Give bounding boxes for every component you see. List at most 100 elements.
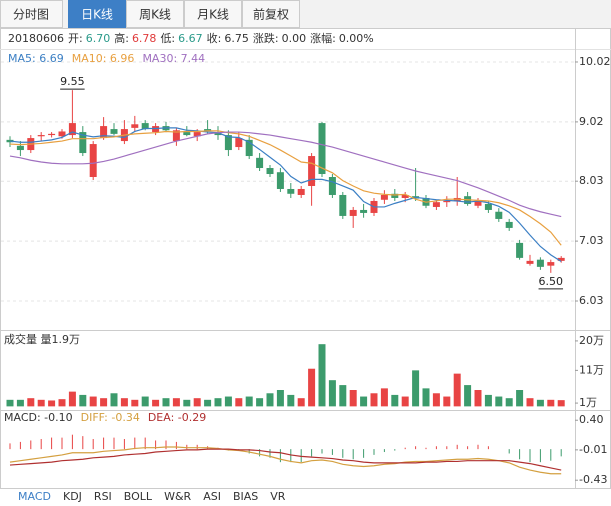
indicator-tab[interactable]: RSI [94, 490, 112, 503]
volume-bar [328, 380, 336, 407]
tab-label[interactable]: 前复权 [253, 7, 289, 22]
tab[interactable] [126, 0, 184, 28]
candle-body [68, 123, 76, 136]
volume-bar [183, 399, 191, 407]
label: 6.67 [178, 32, 203, 45]
label: 高: [114, 31, 129, 45]
volume-bar [443, 396, 451, 407]
volume-bar [110, 393, 118, 407]
volume-bar [100, 398, 108, 407]
candle-body [37, 135, 45, 137]
volume-bar [516, 390, 524, 407]
indicator-tab[interactable]: BOLL [124, 490, 153, 503]
series-line [9, 448, 562, 471]
y-tick-label: 10.02 [579, 55, 611, 68]
candle-body [360, 209, 368, 213]
tab-label[interactable]: 月K线 [197, 8, 229, 22]
plot-layer: 20180606 开: 6.70 高: 6.78 低: 6.67 收: 6.75 涨跌: 0.00 涨… [1, 31, 611, 503]
indicator-tab[interactable]: VR [270, 490, 286, 503]
y-tick-label: -0.01 [579, 443, 607, 456]
volume-bar [453, 373, 461, 407]
y-tick-label: 8.03 [579, 174, 604, 187]
candle-body [266, 168, 274, 175]
candle-body [380, 194, 388, 200]
candle-body [432, 202, 440, 207]
volume-bar [120, 398, 128, 407]
tab[interactable] [242, 0, 300, 28]
volume-bar [204, 399, 212, 407]
candle-body [308, 156, 316, 186]
candle-body [474, 200, 482, 206]
candle-body [328, 177, 336, 195]
volume-bar [162, 398, 170, 407]
label: 0.00 [282, 32, 307, 45]
candle-body [349, 209, 357, 216]
tab-label[interactable]: 日K线 [81, 8, 113, 22]
candle-body [391, 193, 399, 198]
volume-bar [308, 368, 316, 407]
label: 开: [68, 32, 83, 45]
indicator-tab[interactable]: BIAS [233, 490, 258, 503]
volume-bar [6, 399, 14, 407]
y-tick-label: -0.43 [579, 473, 607, 486]
candle-body [48, 133, 56, 136]
volume-bar [141, 396, 149, 407]
volume-bar [27, 398, 35, 407]
tab[interactable] [184, 0, 242, 28]
candle-body [495, 211, 503, 219]
candle-body [214, 132, 222, 136]
series-line [9, 131, 562, 218]
series-line [9, 127, 562, 262]
label: MACD: -0.10 [4, 411, 73, 424]
volume-bar [214, 398, 222, 407]
volume-bar [526, 398, 534, 407]
volume-bar [380, 388, 388, 407]
candle-body [297, 188, 305, 195]
label: MA5: 6.69 [8, 52, 64, 65]
panel-title: 成交量 量1.9万 [4, 332, 80, 346]
tab-label[interactable]: 周K线 [139, 8, 171, 22]
annotation: 9.55 [60, 75, 85, 88]
volume-bar [193, 398, 201, 407]
volume-bar [495, 396, 503, 407]
indicator-tab[interactable]: MACD [18, 490, 51, 503]
volume-bar [391, 394, 399, 407]
tab-selected[interactable] [68, 0, 126, 28]
y-tick-label: 20万 [579, 334, 604, 347]
y-tick-label: 11万 [579, 363, 604, 376]
y-tick-label: 6.03 [579, 294, 604, 307]
indicator-tab[interactable]: KDJ [63, 490, 82, 503]
volume-bar [235, 398, 243, 407]
candle-body [276, 172, 284, 189]
label: 涨跌: [253, 31, 279, 45]
candle-body [100, 126, 108, 139]
volume-bar [172, 398, 180, 407]
tab[interactable] [0, 0, 63, 28]
volume-bar [536, 399, 544, 407]
label: 6.75 [224, 32, 249, 45]
y-tick-label: 9.02 [579, 115, 604, 128]
label: 20180606 [8, 32, 64, 45]
volume-bar [37, 399, 45, 407]
candle-body [484, 203, 492, 210]
candle-body [505, 221, 513, 228]
label: MA10: 6.96 [72, 52, 135, 65]
candle-body [172, 130, 180, 142]
candle-body [224, 135, 232, 151]
volume-bar [360, 396, 368, 407]
indicator-tab[interactable]: ASI [203, 490, 221, 503]
volume-bar [370, 393, 378, 407]
candle-body [131, 124, 139, 128]
label: 涨幅: [310, 32, 336, 45]
volume-bar [505, 398, 513, 407]
label: 收: [207, 31, 222, 45]
candle-body [89, 144, 97, 178]
volume-bar [224, 396, 232, 407]
volume-bar [422, 388, 430, 407]
indicator-tab[interactable]: W&R [164, 490, 191, 503]
volume-bar [287, 394, 295, 407]
tab-label[interactable]: 分时图 [13, 8, 49, 22]
candle-body [183, 132, 191, 136]
volume-bar [464, 385, 472, 407]
